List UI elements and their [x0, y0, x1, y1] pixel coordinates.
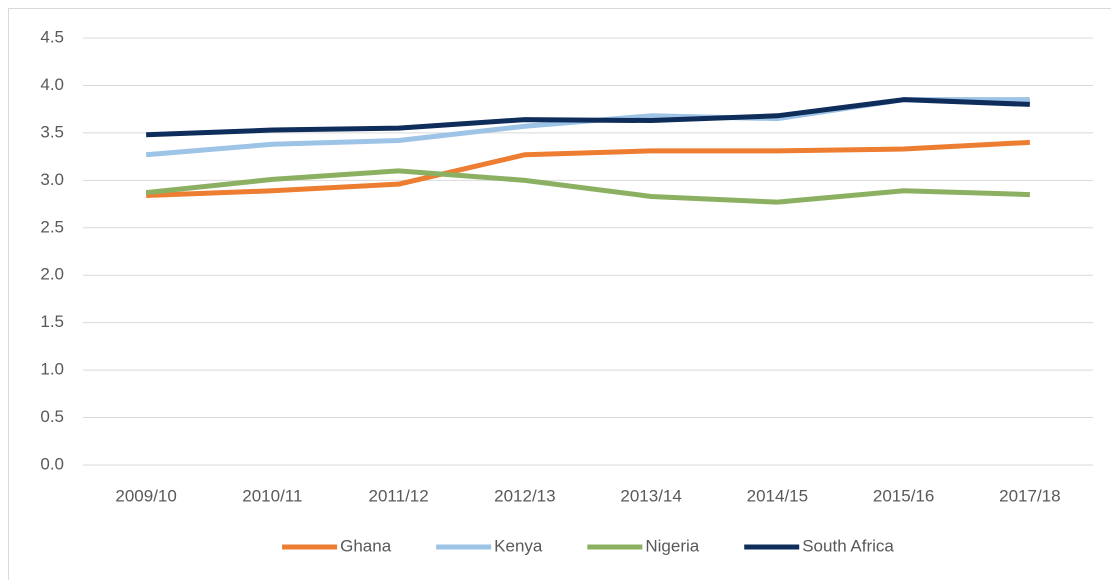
legend-label: Ghana — [340, 536, 392, 555]
y-tick-label: 2.5 — [40, 217, 64, 236]
legend-label: South Africa — [802, 536, 894, 555]
y-tick-label: 3.5 — [40, 122, 64, 141]
y-tick-label: 1.5 — [40, 312, 64, 331]
x-tick-label: 2015/16 — [873, 486, 934, 505]
y-tick-label: 2.0 — [40, 265, 64, 284]
x-tick-label: 2014/15 — [747, 486, 808, 505]
data-line — [145, 168, 1030, 205]
legend-label: Kenya — [494, 536, 543, 555]
y-tick-label: 4.0 — [40, 75, 64, 94]
x-tick-label: 2017/18 — [999, 486, 1060, 505]
legend-label: Nigeria — [645, 536, 699, 555]
data-line — [146, 97, 1030, 138]
x-tick-label: 2011/12 — [369, 486, 429, 505]
data-line — [146, 139, 1031, 199]
chart-frame — [8, 8, 1111, 580]
x-tick-label: 2010/11 — [242, 486, 302, 505]
x-tick-label: 2012/13 — [494, 486, 555, 505]
y-tick-label: 0.0 — [40, 454, 64, 473]
x-tick-label: 2013/14 — [620, 486, 681, 505]
y-tick-label: 1.0 — [40, 360, 64, 379]
y-tick-label: 4.5 — [40, 27, 64, 46]
data-line — [145, 97, 1030, 158]
y-tick-label: 3.0 — [40, 170, 64, 189]
x-tick-label: 2009/10 — [115, 486, 176, 505]
y-tick-label: 0.5 — [40, 407, 64, 426]
